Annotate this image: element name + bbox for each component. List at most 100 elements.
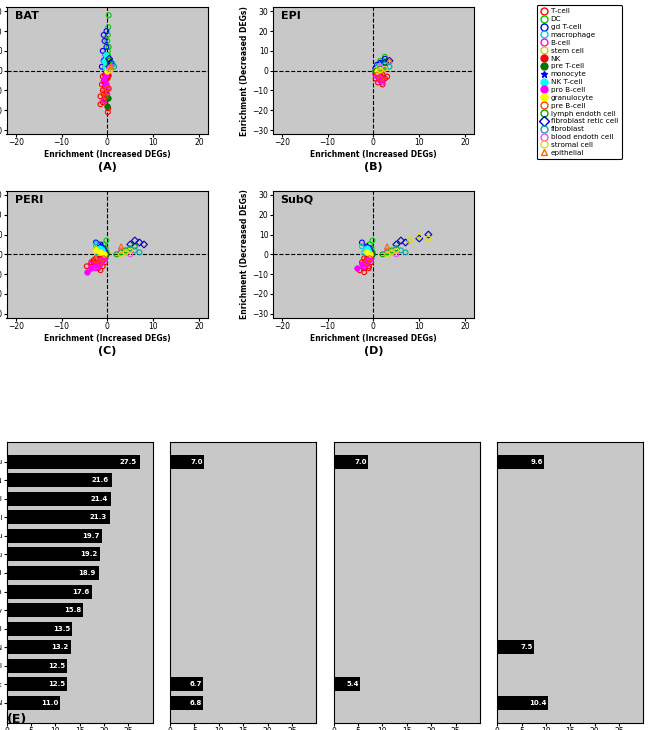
Point xyxy=(384,61,395,72)
Text: 12.5: 12.5 xyxy=(48,663,66,669)
Point xyxy=(102,88,112,100)
Point xyxy=(93,247,103,258)
Point xyxy=(365,242,375,254)
Point xyxy=(99,242,109,254)
Point xyxy=(101,53,112,65)
Text: 5.4: 5.4 xyxy=(347,681,359,688)
Point xyxy=(103,29,113,41)
Bar xyxy=(6,455,140,469)
Point xyxy=(97,245,107,256)
Point xyxy=(357,241,367,253)
Point xyxy=(96,253,106,264)
Point xyxy=(97,245,107,256)
Point xyxy=(102,35,112,47)
Point xyxy=(384,55,395,66)
Point xyxy=(104,53,114,65)
Point xyxy=(97,241,107,253)
Point xyxy=(375,74,385,86)
Point xyxy=(99,239,109,250)
Bar xyxy=(6,585,92,599)
Point xyxy=(100,71,110,82)
Bar xyxy=(170,696,203,710)
Point xyxy=(125,242,135,254)
Point xyxy=(88,255,99,266)
Point xyxy=(100,69,110,80)
Text: 15.8: 15.8 xyxy=(64,607,81,613)
Point xyxy=(370,73,381,85)
Point xyxy=(91,262,101,274)
Point xyxy=(372,69,382,80)
Point xyxy=(100,256,110,268)
Point xyxy=(359,261,369,272)
Point xyxy=(380,57,390,69)
Point xyxy=(361,242,372,254)
Point xyxy=(99,77,109,88)
Point xyxy=(374,59,384,71)
Point xyxy=(375,71,385,82)
Point xyxy=(100,53,110,65)
Bar xyxy=(6,659,68,673)
Point xyxy=(100,91,110,102)
Point xyxy=(99,74,109,86)
Text: 6.7: 6.7 xyxy=(189,681,202,688)
Point xyxy=(99,35,110,47)
Text: 19.7: 19.7 xyxy=(82,533,99,539)
Point xyxy=(365,245,375,256)
Point xyxy=(365,253,375,264)
Bar xyxy=(6,622,72,636)
X-axis label: Enrichment (Increased DEGs): Enrichment (Increased DEGs) xyxy=(44,334,171,342)
Point xyxy=(365,245,376,256)
Point xyxy=(98,71,108,82)
Point xyxy=(103,51,114,63)
Point xyxy=(365,250,375,262)
Point xyxy=(101,57,112,69)
Point xyxy=(375,74,385,86)
Point xyxy=(120,247,131,258)
Point xyxy=(96,242,106,254)
Point xyxy=(98,45,108,57)
Point xyxy=(375,55,385,66)
Point xyxy=(99,29,109,41)
Point xyxy=(99,248,109,260)
Point xyxy=(104,65,114,77)
Text: 21.6: 21.6 xyxy=(92,477,109,483)
Point xyxy=(375,59,385,71)
Point xyxy=(372,71,382,82)
Text: 21.3: 21.3 xyxy=(90,515,107,520)
Point xyxy=(125,239,135,250)
Point xyxy=(101,94,111,106)
Point xyxy=(96,264,106,276)
Point xyxy=(104,63,114,74)
Point xyxy=(129,245,140,256)
Point xyxy=(120,247,131,258)
Point xyxy=(363,245,373,256)
Point xyxy=(100,63,110,74)
Point xyxy=(101,59,112,71)
Point xyxy=(361,242,372,254)
Point xyxy=(378,79,388,91)
Point xyxy=(98,96,108,108)
Text: 17.6: 17.6 xyxy=(72,588,90,594)
Bar xyxy=(6,510,110,524)
Point xyxy=(106,59,116,71)
Point xyxy=(367,247,377,258)
Point xyxy=(361,245,372,256)
Point xyxy=(116,245,126,256)
Point xyxy=(375,65,385,77)
Point xyxy=(91,239,101,250)
Text: 19.2: 19.2 xyxy=(80,551,98,558)
Point xyxy=(101,79,112,91)
Point xyxy=(101,82,112,94)
Point xyxy=(116,248,126,260)
Point xyxy=(380,53,390,65)
Point xyxy=(375,57,385,69)
Point xyxy=(99,248,109,260)
Point xyxy=(380,73,390,85)
Point xyxy=(100,248,110,260)
Point xyxy=(380,57,390,69)
Point xyxy=(101,49,111,61)
Point xyxy=(352,262,363,274)
Point xyxy=(81,266,92,278)
Point xyxy=(378,248,388,260)
Point xyxy=(373,77,384,88)
